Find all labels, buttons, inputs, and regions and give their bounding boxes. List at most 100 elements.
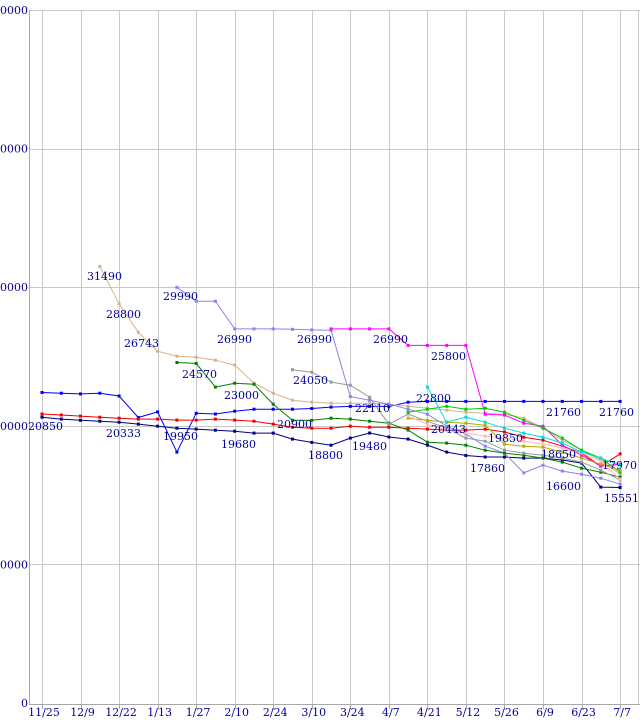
series-red-marker: [117, 416, 121, 420]
x-axis-date-label: 4/7: [382, 706, 400, 719]
series-tan-marker: [194, 355, 198, 359]
series-cyan-marker: [503, 426, 506, 430]
series-darkgreen-marker: [368, 419, 372, 423]
series-red-marker: [136, 417, 140, 421]
series-red-marker: [618, 452, 622, 456]
series-navy-marker: [59, 417, 63, 421]
series-gray-marker: [541, 453, 545, 457]
series-blue-marker: [59, 391, 63, 395]
price-label: 19680: [221, 438, 256, 451]
series-olive-marker: [599, 462, 603, 466]
series-red-marker: [503, 430, 506, 434]
series-blue-marker: [213, 412, 217, 416]
x-axis-date-label: 2/10: [224, 706, 249, 719]
x-axis-date-label: 12/22: [105, 706, 137, 719]
series-blue-marker: [580, 399, 584, 403]
series-navy-marker: [117, 420, 121, 424]
series-navy-marker: [310, 440, 314, 444]
price-label: 26990: [217, 333, 252, 346]
series-gray-marker: [560, 456, 564, 460]
series-periwinkle-marker: [348, 395, 352, 399]
x-axis-date-label: 2/24: [263, 706, 288, 719]
series-periwinkle-marker: [560, 469, 564, 473]
series-blue-marker: [425, 399, 429, 403]
series-magenta-marker: [503, 413, 506, 417]
series-tan-marker: [560, 438, 564, 442]
series-gray-marker: [291, 368, 294, 372]
series-red-marker: [79, 414, 82, 418]
series-navy: [40, 415, 622, 489]
series-pink-marker: [599, 459, 603, 463]
series-periwinkle-marker: [252, 327, 256, 331]
series-blue-marker: [98, 391, 102, 395]
series-periwinkle-marker: [445, 424, 449, 428]
series-red-marker: [387, 425, 391, 429]
x-axis-date-label: 3/10: [301, 706, 326, 719]
series-blue-marker: [329, 405, 333, 409]
series-tan-marker: [329, 401, 333, 405]
series-periwinkle-marker: [233, 327, 237, 331]
series-red-marker: [541, 438, 545, 442]
series-periwinkle-marker: [368, 398, 372, 402]
x-axis-date-label: 5/26: [494, 706, 519, 719]
series-darkgreen-marker: [560, 460, 564, 464]
series-darkgreen-marker: [291, 418, 294, 422]
series-darkgreen-marker: [194, 361, 198, 365]
series-magenta-marker: [541, 424, 545, 428]
series-navy-marker: [348, 436, 352, 440]
series-cyan-marker: [580, 450, 584, 454]
series-red-marker: [98, 415, 102, 419]
price-label: 17970: [602, 459, 637, 472]
series-blue-marker: [599, 399, 603, 403]
price-label: 21760: [546, 406, 581, 419]
series-blue-marker: [291, 407, 294, 411]
x-axis-date-label: 3/24: [340, 706, 365, 719]
series-blue-marker: [445, 399, 449, 403]
series-red-marker: [522, 435, 526, 439]
series-tan-marker: [98, 265, 102, 268]
price-label: 18800: [308, 449, 343, 462]
series-navy-marker: [156, 424, 160, 428]
price-label: 18650: [541, 448, 576, 461]
series-blue-marker: [503, 399, 506, 403]
series-blue-marker: [464, 399, 468, 403]
x-axis-date-label: 5/12: [456, 706, 481, 719]
series-tan-marker: [348, 401, 352, 405]
series-pink-marker: [425, 422, 429, 426]
series-olive-marker: [580, 456, 584, 460]
series-navy-marker: [213, 428, 217, 432]
series-navy-marker: [175, 426, 179, 430]
series-magenta-marker: [464, 343, 468, 347]
series-magenta-marker: [406, 343, 410, 347]
series-blue-marker: [252, 407, 256, 411]
series-gray-marker: [348, 383, 352, 387]
series-darkgreen-marker: [464, 443, 468, 447]
series-blue-marker: [541, 399, 545, 403]
series-periwinkle-marker: [271, 327, 275, 331]
series-olive-marker: [541, 445, 545, 449]
series-tan-line: [99, 266, 621, 475]
series-gray-marker: [522, 451, 526, 455]
series-lime-marker: [560, 436, 564, 440]
series-tan-marker: [618, 472, 622, 476]
series-periwinkle-marker: [310, 328, 314, 332]
series-magenta-marker: [522, 421, 526, 425]
x-axis-date-label: 11/25: [28, 706, 60, 719]
series-blue-marker: [348, 404, 352, 408]
x-axis-date-label: 1/13: [147, 706, 172, 719]
series-cyan-marker: [483, 420, 487, 424]
series-navy-marker: [233, 429, 237, 433]
series-blue-marker: [79, 392, 82, 396]
series-olive-marker: [522, 444, 526, 448]
series-magenta-marker: [329, 327, 333, 331]
series-red-marker: [464, 428, 468, 432]
series-pink-marker: [464, 431, 468, 435]
series-pink-marker: [445, 428, 449, 432]
series-darkgreen-marker: [599, 470, 603, 474]
series-navy-marker: [329, 443, 333, 447]
series-pink-marker: [618, 477, 622, 481]
series-navy-marker: [425, 443, 429, 447]
series-gray-marker: [464, 436, 468, 440]
series-red-marker: [175, 418, 179, 422]
series-red-marker: [368, 425, 372, 429]
